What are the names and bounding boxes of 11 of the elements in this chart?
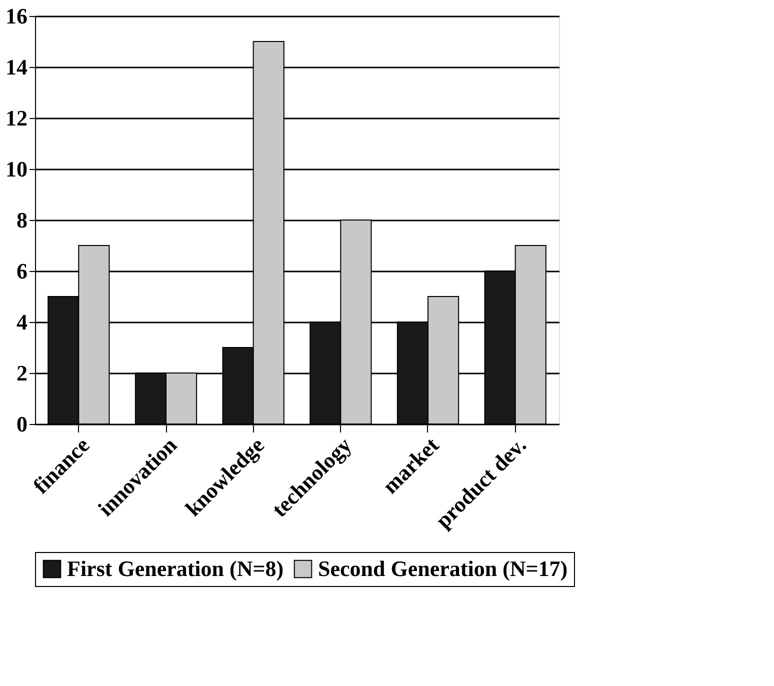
y-tick-label: 16 xyxy=(6,4,28,28)
y-tick-label: 10 xyxy=(6,156,28,182)
legend-label: First Generation (N=8) xyxy=(67,556,284,581)
y-tick-label: 0 xyxy=(16,412,28,436)
y-tick-label: 12 xyxy=(6,106,28,130)
y-tick-label: 2 xyxy=(16,360,28,386)
y-tick-label: 6 xyxy=(16,258,28,284)
y-tick-label: 14 xyxy=(6,54,28,80)
y-tick-label: 8 xyxy=(16,208,28,232)
legend-label: Second Generation (N=17) xyxy=(318,556,568,581)
y-tick-label: 4 xyxy=(16,310,28,334)
